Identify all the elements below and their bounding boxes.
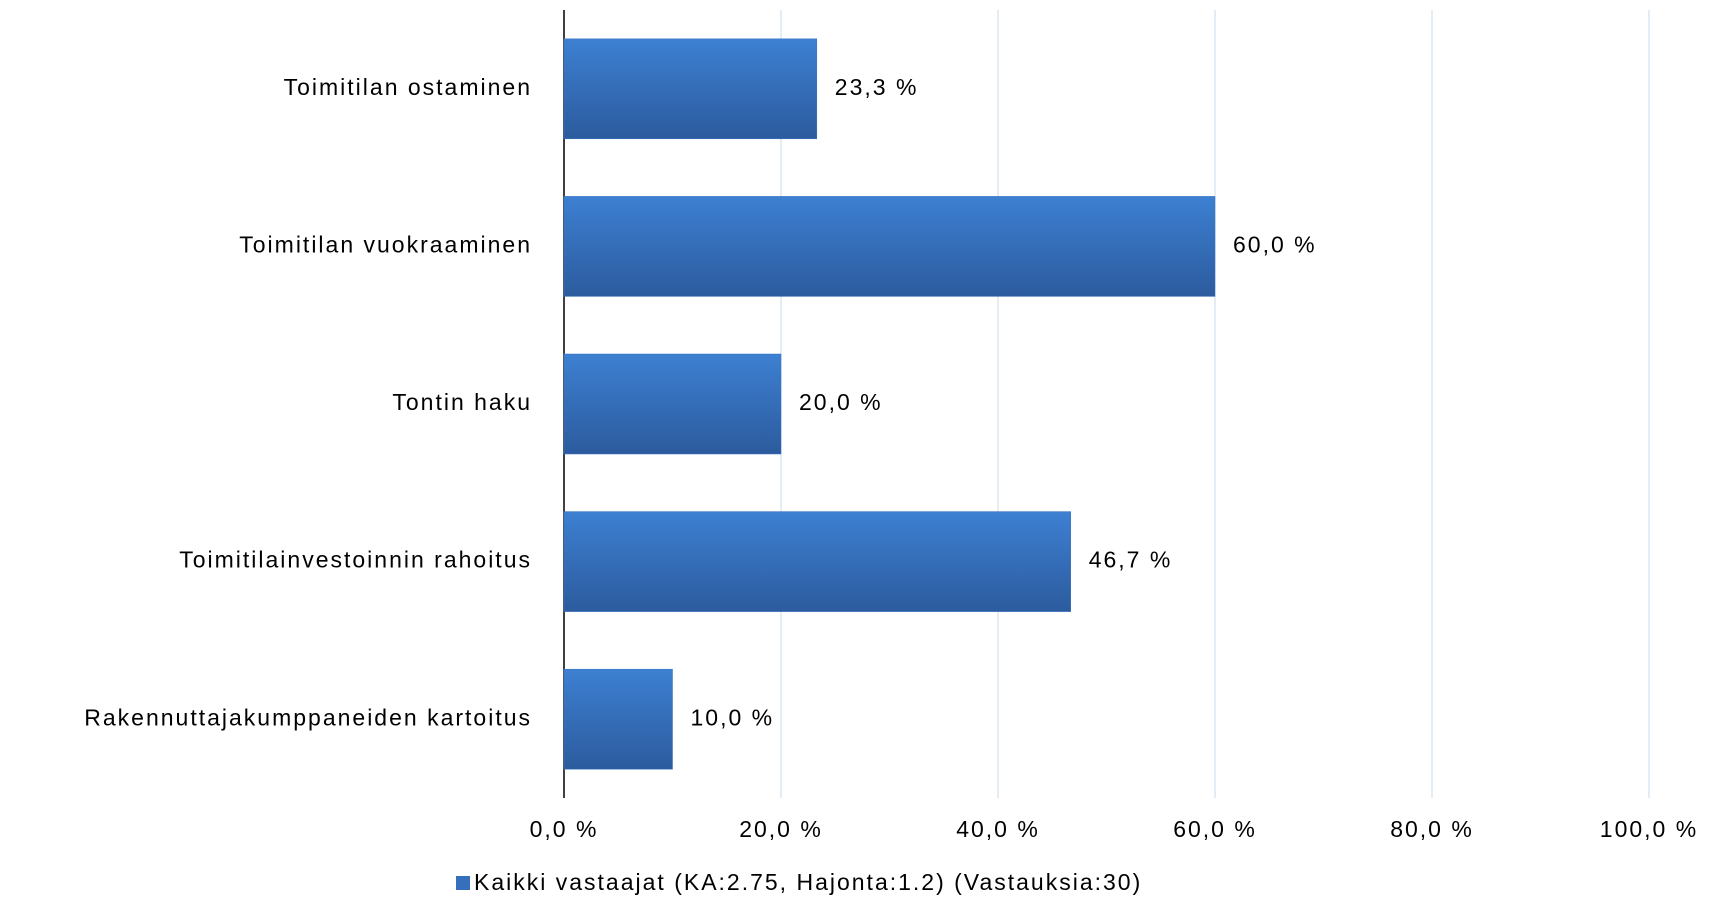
legend-label: Kaikki vastaajat (KA:2.75, Hajonta:1.2) … [474,869,1142,895]
data-label: 23,3 % [835,74,919,100]
bar [563,511,1071,612]
data-label: 20,0 % [799,389,883,415]
legend-swatch [456,876,470,890]
data-label: 10,0 % [691,704,775,730]
y-tick-label: Toimitilan ostaminen [284,74,532,100]
y-tick-label: Toimitilan vuokraaminen [239,231,532,257]
y-tick-label: Rakennuttajakumppaneiden kartoitus [84,704,532,730]
data-label: 60,0 % [1233,231,1317,257]
x-tick-label: 40,0 % [956,816,1040,842]
x-tick-label: 20,0 % [739,816,823,842]
y-tick-label: Tontin haku [392,389,532,415]
data-label: 46,7 % [1089,547,1173,573]
x-tick-label: 100,0 % [1600,816,1698,842]
x-tick-label: 80,0 % [1390,816,1474,842]
bar [563,353,782,455]
x-tick-label: 60,0 % [1173,816,1257,842]
bar [563,668,673,770]
x-tick-label: 0,0 % [530,816,599,842]
bar [563,38,818,140]
y-tick-label: Toimitilainvestoinnin rahoitus [179,547,532,573]
bar [563,196,1216,297]
